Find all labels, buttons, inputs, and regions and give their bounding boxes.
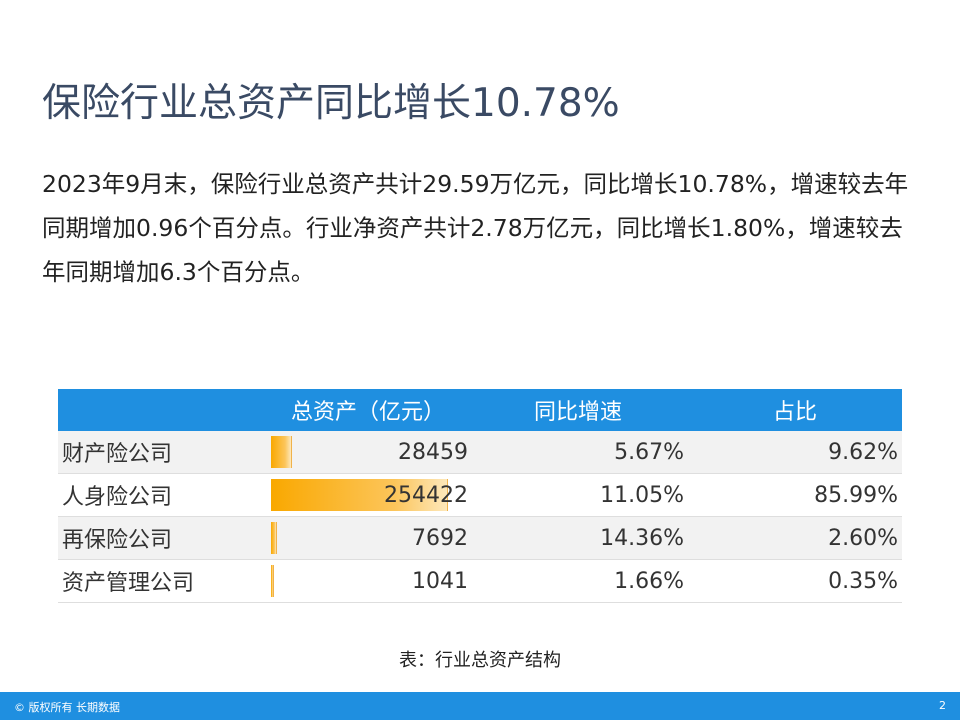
footer-copyright: © 版权所有 长期数据 <box>14 701 120 714</box>
table-row: 再保险公司 7692 14.36% 2.60% <box>58 516 902 560</box>
table-row: 财产险公司 28459 5.67% 9.62% <box>58 431 902 474</box>
assets-bar <box>271 565 274 597</box>
row-assets-value: 1041 <box>412 568 468 594</box>
page-number: 2 <box>939 699 946 712</box>
row-assets-cell: 7692 <box>268 516 468 560</box>
row-share: 0.35% <box>688 559 902 603</box>
row-name: 再保险公司 <box>58 516 268 560</box>
header-name <box>58 389 268 431</box>
assets-bar <box>271 479 448 511</box>
row-growth: 5.67% <box>468 431 688 474</box>
header-share: 占比 <box>688 389 902 431</box>
row-assets-value: 254422 <box>384 482 468 508</box>
footer-bar: © 版权所有 长期数据 2 <box>0 692 960 720</box>
header-total-assets: 总资产（亿元） <box>268 389 468 431</box>
row-assets-cell: 1041 <box>268 559 468 603</box>
row-share: 85.99% <box>688 473 902 517</box>
row-share: 9.62% <box>688 431 902 474</box>
table-header-row: 总资产（亿元） 同比增速 占比 <box>58 389 902 431</box>
row-assets-value: 7692 <box>412 525 468 551</box>
row-growth: 14.36% <box>468 516 688 560</box>
table-caption: 表：行业总资产结构 <box>399 650 561 671</box>
assets-bar <box>271 436 292 468</box>
assets-structure-table: 总资产（亿元） 同比增速 占比 财产险公司 28459 5.67% 9.62% … <box>58 389 902 603</box>
row-name: 人身险公司 <box>58 473 268 517</box>
assets-bar <box>271 522 277 554</box>
page-title: 保险行业总资产同比增长10.78% <box>42 81 620 126</box>
row-assets-cell: 28459 <box>268 431 468 474</box>
row-name: 资产管理公司 <box>58 559 268 603</box>
row-assets-cell: 254422 <box>268 473 468 517</box>
table-row: 人身险公司 254422 11.05% 85.99% <box>58 473 902 517</box>
table-row: 资产管理公司 1041 1.66% 0.35% <box>58 559 902 603</box>
row-share: 2.60% <box>688 516 902 560</box>
header-yoy-growth: 同比增速 <box>468 389 688 431</box>
row-growth: 11.05% <box>468 473 688 517</box>
row-growth: 1.66% <box>468 559 688 603</box>
body-paragraph: 2023年9月末，保险行业总资产共计29.59万亿元，同比增长10.78%，增速… <box>42 170 909 286</box>
row-assets-value: 28459 <box>398 439 468 465</box>
row-name: 财产险公司 <box>58 431 268 474</box>
